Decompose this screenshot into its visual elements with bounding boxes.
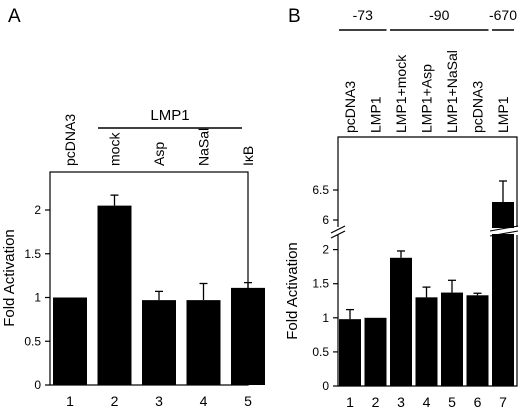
panel-b-lane-number: 3	[397, 394, 405, 410]
panel-a-bars	[53, 194, 265, 385]
panel-b-lane-label: pcDNA3	[470, 81, 486, 133]
panel-a-y-axis-label: Fold Activation	[1, 229, 18, 327]
panel-a-bar	[97, 205, 132, 385]
panel-a-lane-labels: pcDNA3 mock Asp NaSal IκB	[62, 114, 256, 166]
panel-a-y-tick-label: 2	[34, 203, 41, 217]
panel-b-lane-label: LMP1+Asp	[419, 64, 435, 133]
panel-b: B -73 -90 -670 pcDNA3 LMP1 LMP1+mock LMP1+Asp…	[284, 6, 519, 410]
panel-a-lane-number: 4	[200, 393, 208, 409]
panel-a-lane-numbers: 1 2 3 4 5	[66, 393, 252, 409]
panel-b-bar	[364, 317, 387, 386]
panel-b-lane-number: 2	[372, 394, 380, 410]
panel-b-promoter-label: -90	[429, 7, 449, 23]
panel-b-letter: B	[288, 6, 301, 27]
panel-a-y-tick-label: 0	[34, 378, 41, 392]
panel-a-y-tick-label: 1	[34, 291, 41, 305]
panel-a-lane-label: pcDNA3	[62, 114, 78, 166]
panel-b-lane-number: 6	[474, 394, 482, 410]
panel-a-y-tick-label: 1.5	[24, 247, 41, 261]
panel-a: A LMP1 pcDNA3 mock Asp NaSal IκB 0 0.5 1 1.5 2 1…	[1, 6, 265, 409]
panel-a-lane-number: 5	[244, 393, 252, 409]
panel-b-bar-break-mark	[489, 225, 519, 232]
panel-a-group-label: LMP1	[150, 107, 189, 124]
panel-b-lane-number: 5	[448, 394, 456, 410]
panel-a-bar	[231, 287, 265, 385]
panel-a-letter: A	[8, 6, 21, 27]
panel-a-bar	[186, 300, 221, 385]
panel-a-y-tick-label: 0.5	[24, 334, 41, 348]
panel-b-lane-number: 4	[423, 394, 431, 410]
panel-b-lane-label: LMP1	[495, 96, 511, 133]
panel-a-bar	[142, 300, 176, 385]
panel-b-bar	[466, 295, 489, 386]
panel-b-bars	[339, 180, 519, 386]
panel-b-lane-number: 7	[499, 394, 507, 410]
panel-b-y-tick-label: 1	[322, 311, 329, 325]
panel-b-bar	[492, 202, 514, 386]
panel-a-lane-label: IκB	[240, 146, 256, 166]
panel-b-promoter-label: -670	[489, 7, 517, 23]
panel-b-lane-label: LMP1	[368, 96, 384, 133]
panel-b-y-tick-label: 0.5	[312, 345, 329, 359]
panel-b-bar	[339, 319, 361, 386]
panel-b-lane-numbers: 1 2 3 4 5 6 7	[346, 394, 507, 410]
panel-b-y-tick-label: 6	[322, 213, 329, 227]
panel-b-axis-break-mark	[330, 230, 346, 239]
panel-a-lane-number: 3	[155, 393, 163, 409]
panel-b-y-tick-label: 0	[322, 379, 329, 393]
panel-a-lane-number: 2	[111, 393, 119, 409]
panel-b-lane-label: pcDNA3	[342, 81, 358, 133]
panel-b-upper-frame	[337, 136, 518, 227]
panel-a-y-axis: 0 0.5 1 1.5 2	[24, 203, 50, 392]
panel-b-lane-labels: pcDNA3 LMP1 LMP1+mock LMP1+Asp LMP1+NaSal pcD…	[342, 50, 511, 133]
panel-b-y-tick-label: 6.5	[312, 183, 329, 197]
panel-b-promoter-labels: -73 -90 -670	[339, 7, 517, 31]
panel-b-promoter-label: -73	[353, 7, 373, 23]
panel-b-lane-label: LMP1+mock	[393, 54, 409, 133]
panel-b-y-axis-label: Fold Activation	[284, 242, 301, 340]
panel-a-bar	[53, 297, 87, 385]
panel-b-lane-number: 1	[346, 394, 354, 410]
panel-a-lane-number: 1	[66, 393, 74, 409]
panel-a-lane-label: mock	[107, 132, 123, 166]
panel-b-y-tick-label: 1.5	[312, 277, 329, 291]
panel-a-lane-label: NaSal	[196, 128, 212, 166]
panel-b-axis-break-mark	[330, 225, 346, 234]
panel-b-lane-label: LMP1+NaSal	[444, 50, 460, 133]
panel-b-y-axis: 0 0.5 1 1.5 2 6 6.5	[312, 183, 338, 393]
panel-b-y-tick-label: 2	[322, 243, 329, 257]
panel-a-lane-label: Asp	[151, 142, 167, 166]
panel-b-bar-break-mark	[489, 230, 519, 237]
panel-b-bar	[390, 257, 412, 386]
panel-b-bar	[441, 292, 463, 386]
panel-b-bar-break-gap	[490, 228, 516, 234]
panel-b-bar	[415, 297, 438, 386]
